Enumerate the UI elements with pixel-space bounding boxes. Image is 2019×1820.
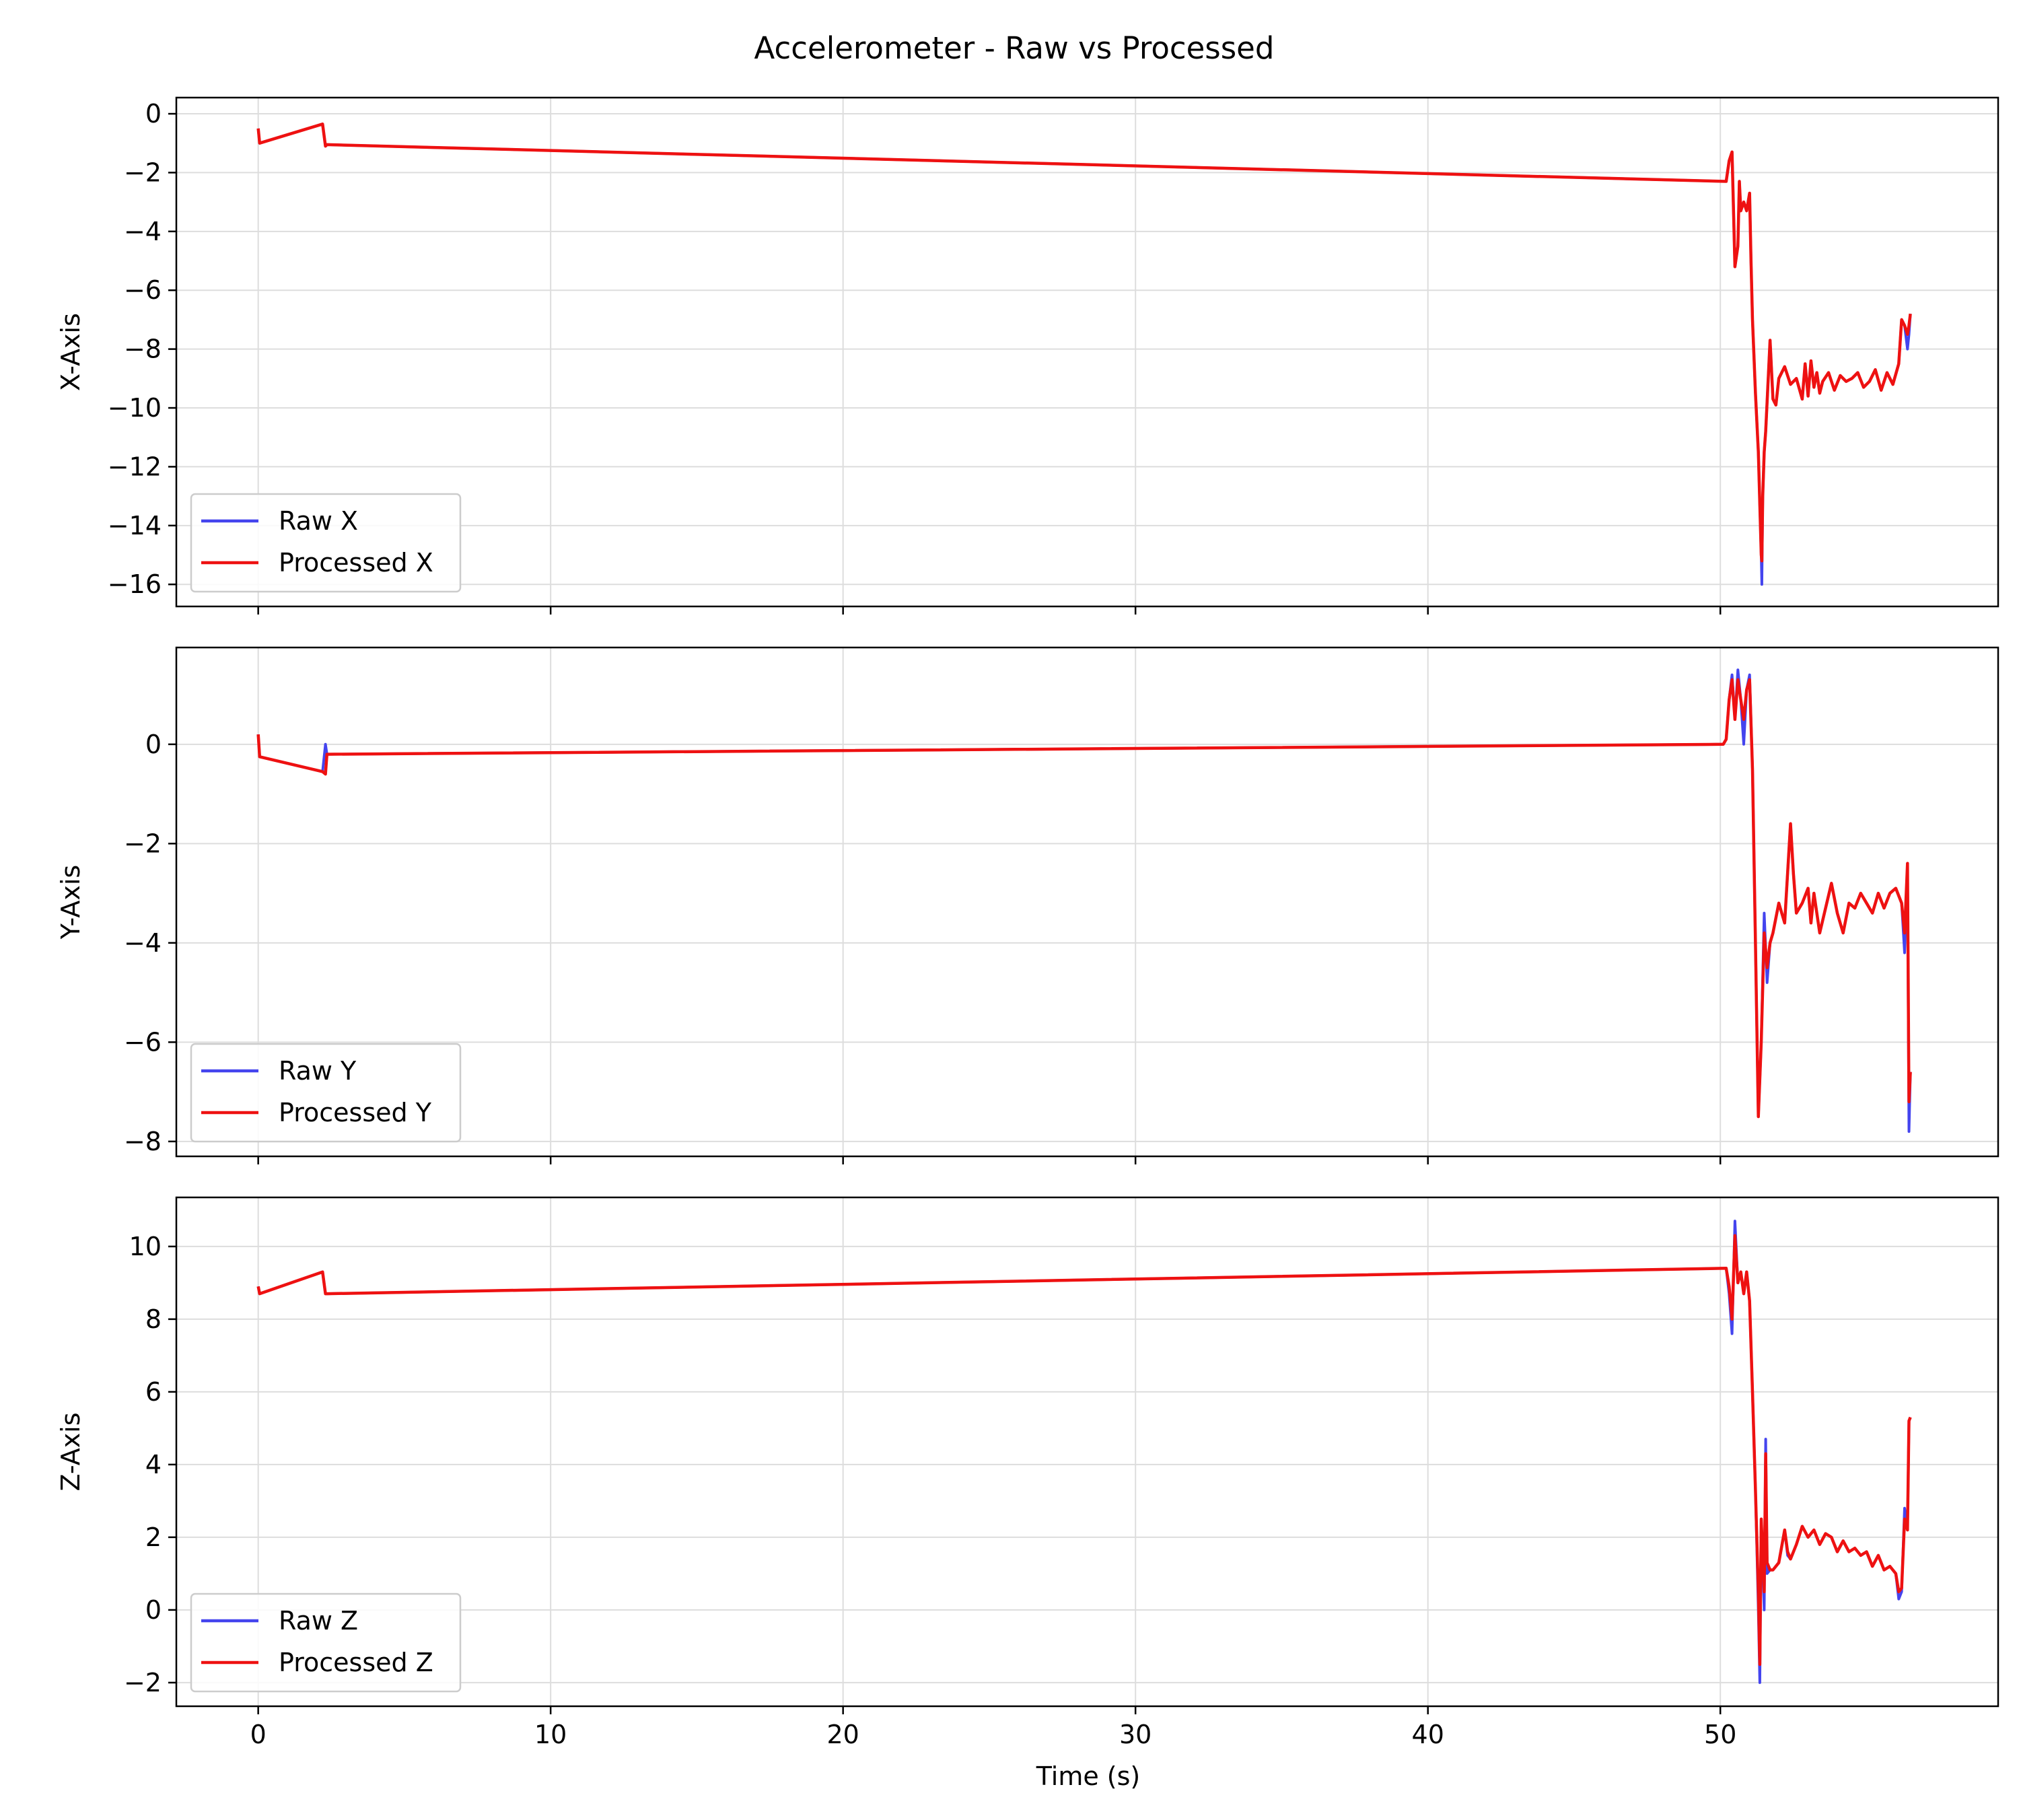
- legend: Raw Y Processed Y: [190, 1043, 462, 1143]
- series-line-processed: [256, 123, 1912, 563]
- x-tick-label: 10: [534, 1720, 567, 1749]
- y-tick-label: −14: [108, 511, 162, 540]
- y-tick-label: −4: [124, 217, 162, 246]
- y-tick-label: −4: [124, 928, 162, 958]
- y-tick-label: −6: [124, 1027, 162, 1057]
- legend: Raw X Processed X: [190, 493, 462, 593]
- y-tick-label: 4: [145, 1450, 162, 1479]
- y-tick-label: 8: [145, 1304, 162, 1334]
- series-line-raw: [256, 668, 1912, 1133]
- y-axis-label: Z-Axis: [56, 1412, 85, 1491]
- y-axis-label: X-Axis: [56, 313, 85, 391]
- y-tick-label: −8: [124, 335, 162, 364]
- legend: Raw Z Processed Z: [190, 1593, 462, 1693]
- subplot-2: 0 −2 −4 −6 −8 Y-Axis Raw Y Processed Y: [56, 646, 1999, 1164]
- x-tick-label: 20: [827, 1720, 859, 1749]
- x-axis-label: Time (s): [1036, 1761, 1141, 1791]
- axes-frame: [175, 96, 1999, 608]
- axes-frame: [175, 1196, 1999, 1708]
- y-tick-label: −2: [124, 829, 162, 858]
- legend-label: Processed Z: [279, 1648, 433, 1677]
- series-line-raw: [256, 123, 1912, 586]
- legend-box: [190, 493, 462, 593]
- y-tick-label: −8: [124, 1127, 162, 1156]
- legend-label: Raw X: [279, 506, 358, 536]
- legend-label: Processed X: [279, 548, 433, 578]
- y-tick-label: −10: [108, 393, 162, 423]
- legend-label: Processed Y: [279, 1098, 432, 1127]
- legend-label: Raw Y: [279, 1056, 357, 1086]
- subplot-1: 0 −2 −4 −6 −8 −10 −12 −14 −16 X-Axis Raw X Processe…: [56, 96, 1999, 615]
- y-tick-label: 0: [145, 1595, 162, 1625]
- x-tick-label: 30: [1119, 1720, 1152, 1749]
- y-axis-label: Y-Axis: [56, 865, 85, 940]
- y-tick-label: 10: [129, 1232, 162, 1261]
- y-tick-label: 2: [145, 1523, 162, 1552]
- legend-box: [190, 1593, 462, 1693]
- y-tick-label: −6: [124, 275, 162, 305]
- axes-frame: [175, 646, 1999, 1158]
- y-tick-label: 0: [145, 99, 162, 129]
- x-tick-label: 50: [1704, 1720, 1736, 1749]
- y-tick-label: −12: [108, 452, 162, 481]
- legend-label: Raw Z: [279, 1606, 358, 1636]
- x-tick-label: 40: [1412, 1720, 1444, 1749]
- legend-box: [190, 1043, 462, 1143]
- y-tick-label: −2: [124, 158, 162, 187]
- y-tick-label: 6: [145, 1377, 162, 1407]
- series-line-processed: [256, 1234, 1912, 1667]
- y-tick-label: −2: [124, 1668, 162, 1698]
- y-tick-label: 0: [145, 730, 162, 759]
- series-line-processed: [256, 678, 1912, 1119]
- y-tick-label: −16: [108, 569, 162, 599]
- x-tick-label: 0: [250, 1720, 267, 1749]
- chart-title: Accelerometer - Raw vs Processed: [754, 30, 1275, 66]
